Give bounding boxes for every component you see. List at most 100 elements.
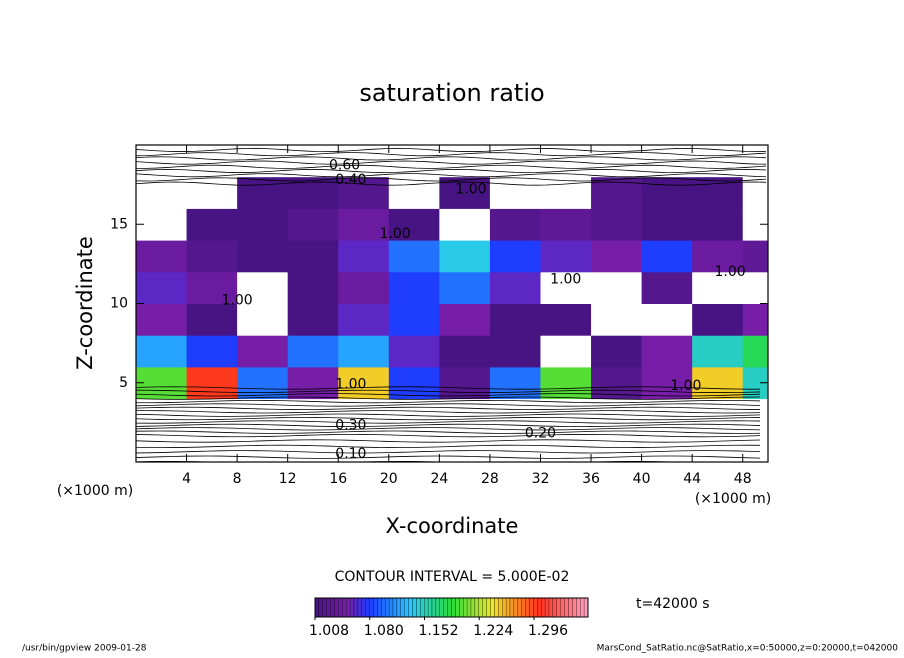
field-cell (540, 176, 592, 209)
x-tick-label: 40 (633, 471, 651, 487)
field-cell (489, 271, 541, 304)
contour-line (136, 427, 761, 431)
colorbar-cell (517, 597, 522, 618)
colorbar-cell (580, 597, 585, 618)
contour-line (136, 413, 761, 417)
field-cell (136, 208, 188, 241)
colorbar-cell (466, 597, 472, 618)
colorbar-cell (560, 597, 565, 618)
field-cell (489, 208, 541, 241)
contour-line (136, 396, 761, 400)
field-cell (742, 271, 768, 304)
field-cell (540, 271, 592, 304)
colorbar-cell (502, 597, 507, 618)
field-cell (591, 240, 643, 273)
colorbar-cell (529, 597, 534, 618)
field-cell (591, 208, 643, 241)
contour-label: 1.00 (222, 292, 253, 308)
field-cell (136, 366, 188, 400)
colorbar-cell (431, 597, 437, 618)
colorbar-cell (326, 597, 331, 618)
colorbar-cell (564, 597, 569, 618)
x-axis-label: X-coordinate (386, 514, 519, 538)
x-tick-label: 44 (683, 471, 701, 487)
colorbar-cell (486, 597, 491, 618)
x-tick-label: 20 (380, 471, 398, 487)
colorbar-cell (447, 597, 452, 618)
footer-right: MarsCond_SatRatio.nc@SatRatio,x=0:50000,… (597, 644, 899, 654)
field-cell (641, 271, 693, 304)
field-cell (439, 271, 491, 304)
field-cell (237, 176, 289, 209)
colorbar-cell (330, 597, 335, 618)
colorbar-cell (513, 597, 518, 618)
contour-line (136, 173, 767, 178)
colorbar-cell (470, 597, 476, 618)
contour-line (136, 147, 767, 152)
y-axis-label: Z-coordinate (73, 236, 97, 370)
colorbar-cell (435, 597, 440, 618)
field-cell (489, 176, 541, 209)
field-cell (540, 240, 592, 273)
field-cell (641, 176, 693, 209)
colorbar-cell (572, 597, 577, 618)
contour-line (136, 168, 767, 173)
field-cell (742, 303, 768, 336)
field-cell (287, 303, 339, 336)
chart-title: saturation ratio (359, 79, 544, 107)
contour-line (136, 423, 761, 428)
y-tick-label: 5 (119, 375, 128, 391)
colorbar-cell (474, 597, 479, 618)
colorbar-cell (427, 597, 433, 618)
x-tick-label: 24 (430, 471, 448, 487)
colorbar-cell (544, 597, 550, 618)
colorbar-cell (396, 597, 401, 618)
colorbar-cell (392, 597, 398, 618)
contour-line (136, 417, 761, 421)
colorbar-cell (478, 597, 483, 618)
colorbar-cell (498, 597, 503, 618)
field-cell (338, 240, 390, 273)
field-cell (439, 366, 491, 400)
field-cell (338, 271, 390, 304)
contour-line (136, 177, 767, 182)
field-cell (591, 271, 643, 304)
field-cell (136, 176, 188, 209)
field-cell (237, 303, 289, 336)
field-cell (540, 335, 592, 368)
contour-line (136, 439, 761, 443)
colorbar-cell (556, 597, 561, 618)
field-cell (692, 271, 744, 304)
colorbar-tick-label: 1.080 (364, 623, 404, 639)
colorbar-cell (365, 597, 370, 618)
colorbar-cell (420, 597, 425, 618)
contour-line (136, 386, 761, 390)
field-cell (237, 240, 289, 273)
y-unit: (×1000 m) (57, 483, 133, 499)
colorbar-cell (369, 597, 374, 618)
field-cell (641, 335, 693, 368)
field-cell (439, 208, 491, 241)
field-cell (287, 271, 339, 304)
colorbar-tick-label: 1.224 (473, 623, 513, 639)
field-cell (287, 208, 339, 241)
field-cell (641, 240, 693, 273)
x-tick-label: 28 (481, 471, 499, 487)
x-tick-label: 48 (734, 471, 752, 487)
colorbar-cell (541, 597, 546, 618)
colorbar-cell (314, 597, 320, 618)
contour-interval: CONTOUR INTERVAL = 5.000E-02 (335, 569, 570, 585)
field-cell (388, 208, 440, 241)
colorbar-cell (509, 597, 515, 618)
field-cell (540, 208, 592, 241)
contour-line (136, 450, 761, 454)
colorbar-cell (404, 597, 409, 618)
colorbar-cell (342, 597, 347, 618)
contour-label: 1.00 (455, 181, 486, 197)
footer-left: /usr/bin/gpview 2009-01-28 (22, 644, 147, 654)
field-cell (186, 176, 238, 209)
field-cell (237, 335, 289, 368)
field-cell (388, 240, 440, 273)
contour-label: 1.00 (380, 226, 411, 242)
field-cell (439, 335, 491, 368)
